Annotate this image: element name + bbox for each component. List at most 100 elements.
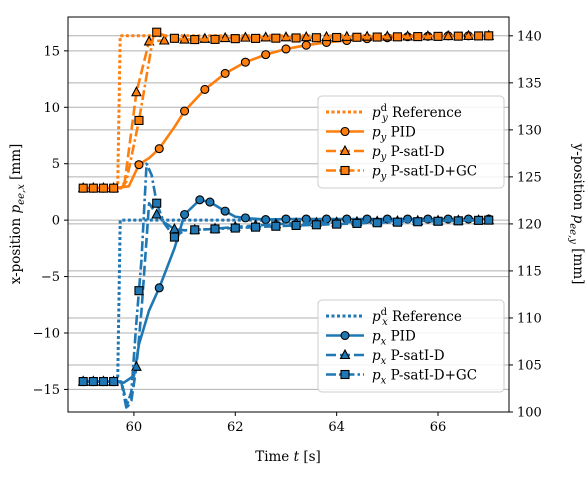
data-point — [220, 68, 230, 78]
data-point — [230, 223, 240, 233]
legend-label: px P-satI-D+GC — [372, 368, 477, 387]
data-point — [152, 27, 162, 37]
data-point — [240, 213, 250, 223]
data-point — [251, 33, 261, 43]
data-point — [154, 144, 164, 154]
data-point — [332, 219, 342, 229]
data-point — [230, 34, 240, 44]
y-left-tick-label: 10 — [43, 101, 60, 116]
data-point — [413, 32, 423, 42]
data-point — [131, 86, 142, 97]
legend-marker — [340, 126, 350, 137]
y-right-tick-label: 135 — [517, 76, 542, 91]
y-right-tick-label: 110 — [517, 311, 542, 326]
y-right-tick-label: 115 — [517, 264, 542, 279]
y-right-tick-label: 105 — [517, 358, 542, 373]
series-3 — [78, 27, 494, 193]
data-point — [151, 208, 163, 219]
y-right-tick-label: 120 — [517, 217, 542, 232]
data-point — [291, 220, 301, 230]
y-left-tick-label: 5 — [52, 157, 60, 172]
data-point — [291, 33, 301, 43]
x-axis-label: Time t [s] — [255, 449, 321, 465]
legend-label: py PID — [372, 125, 416, 144]
data-point — [413, 217, 423, 227]
y-left-tick-label: −15 — [33, 383, 60, 398]
data-point — [484, 31, 494, 41]
legend-box — [317, 299, 505, 393]
data-point — [134, 160, 144, 170]
data-point — [484, 215, 494, 225]
data-point — [474, 31, 484, 41]
legend-label: px PID — [372, 329, 416, 348]
series-layer — [77, 27, 495, 409]
y-right-tick-label: 140 — [517, 29, 542, 44]
data-point — [154, 283, 164, 293]
data-point — [190, 35, 200, 45]
series-7 — [78, 162, 494, 409]
data-point — [332, 32, 342, 43]
y-left-tick-label: 15 — [43, 44, 60, 59]
data-point — [352, 218, 362, 228]
data-point — [261, 50, 271, 60]
x-tick-label: 66 — [430, 420, 447, 435]
y-axis-label-left: x-position pee,x [mm] — [8, 144, 27, 285]
data-point — [474, 215, 484, 225]
y-right-tick-label: 130 — [517, 123, 542, 138]
y-right-tick-label: 100 — [517, 406, 542, 421]
legend-label: px P-satI-D — [372, 348, 445, 367]
data-point — [352, 32, 362, 42]
data-point — [240, 57, 250, 67]
axes: 60 62 64 66151050−5−10−15140135130125120115… — [33, 29, 542, 435]
data-point — [190, 225, 200, 235]
data-point — [169, 232, 179, 242]
legend-box — [317, 95, 505, 189]
data-point — [109, 183, 119, 193]
data-point — [152, 198, 162, 208]
data-point — [301, 40, 311, 50]
x-tick-label: 62 — [227, 420, 244, 435]
data-point — [210, 34, 220, 44]
data-point — [195, 195, 205, 205]
data-point — [392, 32, 403, 42]
legend-marker — [340, 330, 350, 341]
data-point — [78, 183, 88, 193]
data-point — [311, 33, 321, 43]
data-point — [453, 31, 463, 41]
data-point — [311, 220, 321, 230]
data-point — [98, 376, 109, 387]
data-point — [271, 33, 281, 43]
data-point — [210, 224, 220, 234]
data-point — [78, 376, 88, 387]
legend-marker — [339, 144, 351, 156]
legend-label: py P-satI-D+GC — [372, 164, 477, 183]
data-point — [98, 183, 109, 193]
data-point — [240, 31, 251, 42]
data-point — [109, 376, 119, 387]
legend-label: pd x Reference — [372, 307, 462, 328]
legend-label: pd y Reference — [372, 103, 462, 124]
data-point — [180, 209, 190, 220]
legend-marker — [340, 165, 350, 176]
data-point — [220, 206, 230, 216]
y-axis-label-right: y-position pee,y [mm] — [567, 143, 586, 285]
data-point — [169, 33, 179, 43]
x-tick-label: 64 — [328, 420, 345, 435]
data-point — [392, 217, 403, 227]
y-right-tick-label: 125 — [517, 170, 542, 185]
data-point — [205, 197, 215, 207]
plot-frame — [67, 16, 510, 413]
data-point — [134, 286, 144, 296]
data-point — [281, 44, 291, 54]
data-point — [372, 32, 382, 42]
data-point — [88, 183, 98, 193]
legend-label: py P-satI-D — [372, 144, 445, 163]
data-point — [271, 221, 281, 231]
data-point — [251, 222, 261, 232]
data-point — [88, 376, 98, 387]
y-left-tick-label: −5 — [41, 270, 60, 285]
y-left-tick-label: 0 — [52, 214, 60, 229]
data-point — [261, 215, 271, 225]
